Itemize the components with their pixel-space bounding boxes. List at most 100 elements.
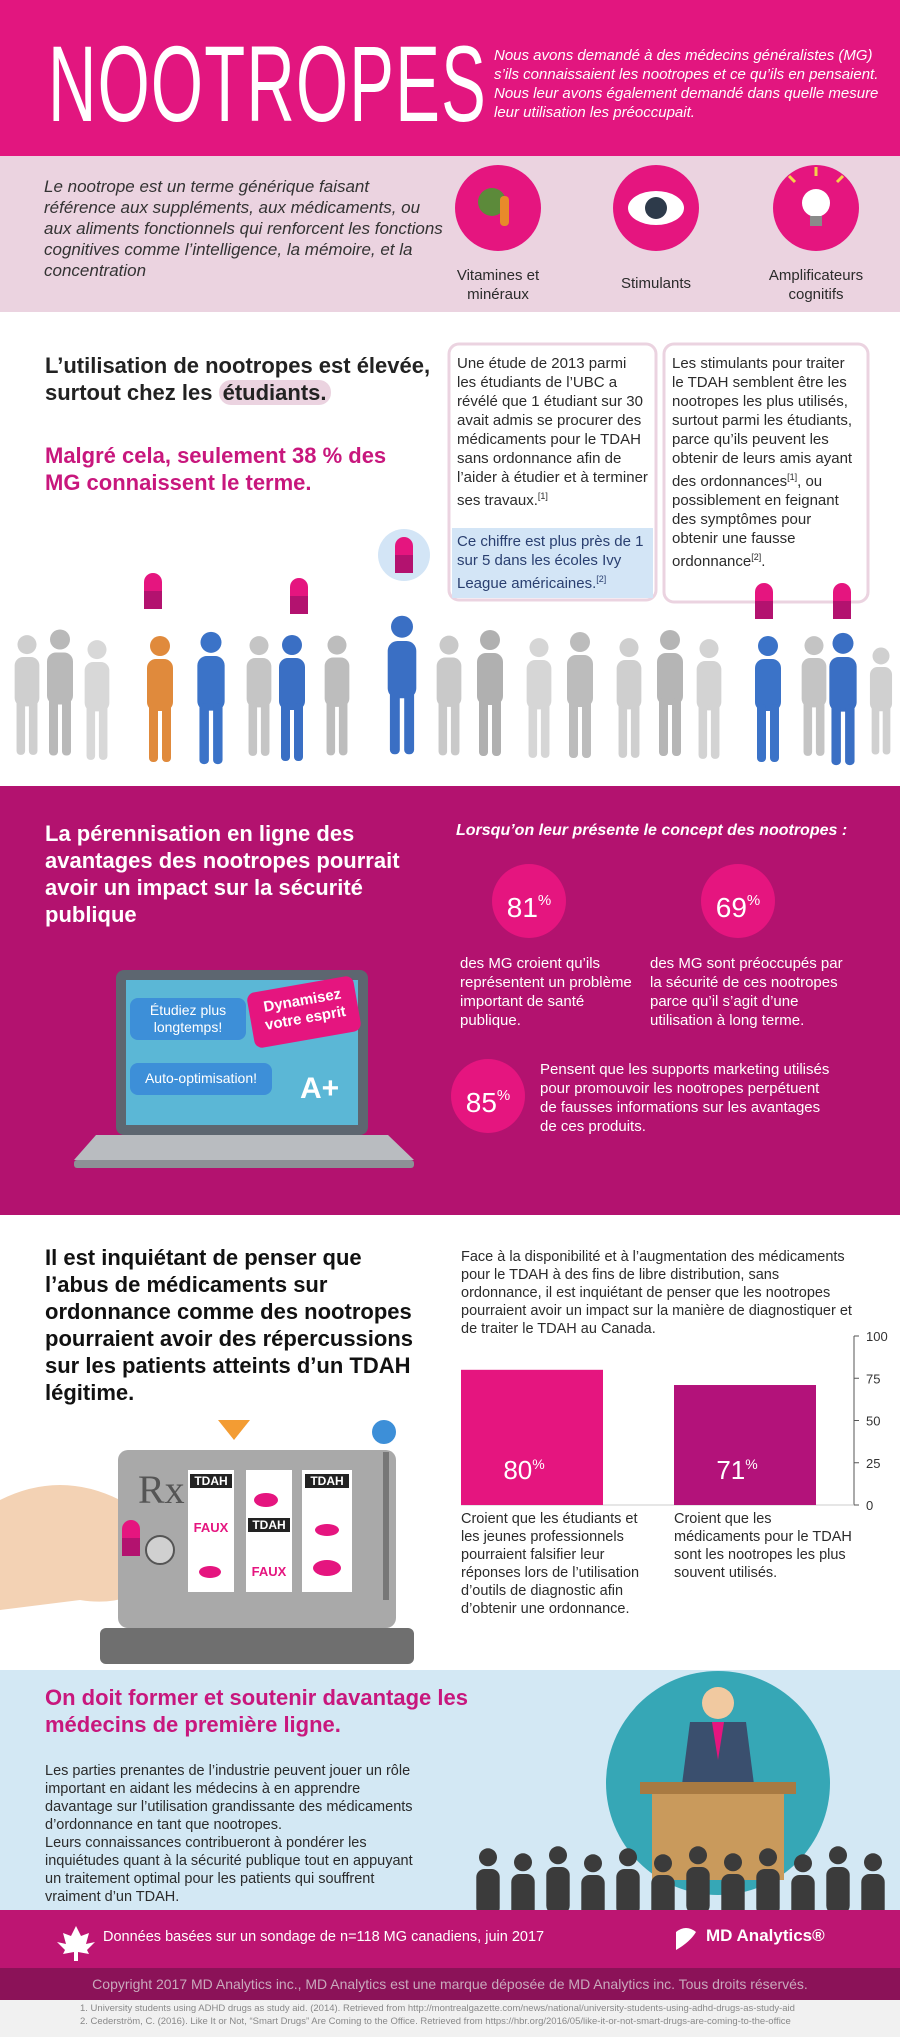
reel-label: FAUX xyxy=(193,1520,229,1535)
person xyxy=(829,632,857,766)
machine-top xyxy=(218,1420,250,1440)
reel-label: FAUX xyxy=(251,1564,287,1579)
bar-value-unit: % xyxy=(532,1456,544,1472)
audience-member xyxy=(546,1846,570,1910)
usage-subheading: Malgré cela, seulement 38 % des MG conna… xyxy=(45,443,387,495)
stat-text: des MG croient qu’ils représentent un pr… xyxy=(460,955,632,1029)
training-paragraph: Leurs connaissances contribueront à pond… xyxy=(45,1835,413,1905)
icon-carrot xyxy=(500,196,509,226)
abuse-heading: Il est inquiétant de penser que l’abus d… xyxy=(45,1245,414,1405)
rx-symbol: Rx xyxy=(138,1467,185,1512)
reference: 2. Cederström, C. (2016). Like It or Not… xyxy=(80,2016,791,2027)
bubble-text: Auto-optimisation! xyxy=(144,1070,258,1086)
reel-label: TDAH xyxy=(305,1474,349,1488)
maple-leaf xyxy=(57,1926,95,1961)
person xyxy=(567,632,593,758)
reel-pill xyxy=(313,1560,341,1576)
ivy-text: Ce chiffre est plus près de 1 sur 5 dans… xyxy=(457,532,649,593)
bar-category: Croient que les étudiants et les jeunes … xyxy=(461,1511,640,1617)
definition-band xyxy=(0,156,900,312)
speaker-tie xyxy=(712,1722,724,1760)
brand: MD Analytics® xyxy=(706,1926,825,1945)
bar-value-unit: % xyxy=(745,1456,757,1472)
y-tick-label: 100 xyxy=(866,1329,888,1344)
speaker-head xyxy=(702,1687,734,1719)
audience-member xyxy=(861,1853,885,1910)
bar-value: 71% xyxy=(716,1455,757,1485)
speaker-suit xyxy=(680,1722,756,1800)
online-heading: La pérennisation en ligne des avantages … xyxy=(45,821,400,927)
icon-bulb-base xyxy=(810,216,822,226)
reference: 1. University students using ADHD drugs … xyxy=(80,2003,795,2014)
person xyxy=(279,635,305,761)
bar xyxy=(674,1385,816,1505)
ivy-highlight xyxy=(452,528,653,598)
training-paragraph: Les parties prenantes de l’industrie peu… xyxy=(45,1763,413,1833)
stat-unit: % xyxy=(496,1087,511,1104)
training-heading: On doit former et soutenir davantage les… xyxy=(45,1685,468,1737)
reference-mark: [1] xyxy=(787,472,798,482)
main-title: NOOTROPES xyxy=(48,23,488,144)
stat-text: Pensent que les supports marketing utili… xyxy=(540,1061,830,1135)
stimulants-text: Les stimulants pour traiter le TDAH semb… xyxy=(672,354,860,571)
survey-note: Données basées sur un sondage de n=118 M… xyxy=(103,1929,545,1945)
copyright-band xyxy=(0,1968,900,2000)
intro: Nous avons demandé à des médecins généra… xyxy=(494,47,879,121)
person xyxy=(869,647,893,755)
online-intro: Lorsqu’on leur présente le concept des n… xyxy=(456,822,848,839)
heading-text: L’utilisation de nootropes est élevée, s… xyxy=(45,353,431,405)
bar-value-number: 80 xyxy=(503,1455,532,1485)
heading-highlight: étudiants. xyxy=(218,380,331,405)
person xyxy=(197,631,225,765)
bubble-bg xyxy=(130,1063,272,1095)
machine-base xyxy=(100,1628,414,1664)
speaker-scene xyxy=(476,1671,885,1910)
person xyxy=(147,636,173,762)
pill xyxy=(122,1520,140,1556)
reel-pill xyxy=(254,1493,278,1507)
reel-pill xyxy=(199,1566,221,1578)
person xyxy=(526,638,552,758)
audience-member xyxy=(616,1848,640,1910)
person xyxy=(436,635,462,756)
crowd xyxy=(14,615,893,766)
person xyxy=(696,639,722,759)
definition-text: Le nootrope est un terme générique faisa… xyxy=(44,177,443,280)
stat-text: des MG sont préoccupés par la sécurité d… xyxy=(650,955,843,1029)
reference-mark: [1] xyxy=(537,491,548,501)
person xyxy=(616,638,642,758)
stat-value: 85 xyxy=(465,1087,497,1118)
references-band xyxy=(0,2000,900,2037)
pill xyxy=(290,578,308,614)
usage-heading: L’utilisation de nootropes est élevée, s… xyxy=(45,352,445,406)
coin-slot xyxy=(145,1535,175,1565)
person xyxy=(324,635,350,756)
header-band xyxy=(0,0,900,156)
stat-circle: 81% xyxy=(492,864,566,938)
icon-label: Vitamines et minéraux xyxy=(456,267,540,303)
stat-circle: 69% xyxy=(701,864,775,938)
podium xyxy=(652,1790,784,1880)
study-text: Une étude de 2013 parmi les étudiants de… xyxy=(457,354,649,510)
reference-mark: [2] xyxy=(596,574,607,584)
reel-pill xyxy=(315,1524,339,1536)
reel-label: TDAH xyxy=(190,1474,232,1488)
audience-member xyxy=(511,1853,535,1910)
text-part: Une étude de 2013 parmi les étudiants de… xyxy=(457,355,648,509)
bar-value-number: 71 xyxy=(716,1455,745,1485)
y-tick-label: 25 xyxy=(866,1456,880,1471)
icon-bulb xyxy=(802,189,830,217)
stat-value: 81 xyxy=(506,892,538,923)
pill xyxy=(395,537,413,573)
person xyxy=(477,630,503,756)
bubble-bg xyxy=(130,998,246,1040)
bubble-bg xyxy=(247,976,361,1048)
footer-band xyxy=(0,1910,900,1968)
person xyxy=(755,636,781,762)
grade: A+ xyxy=(300,1072,340,1105)
y-tick-label: 0 xyxy=(866,1498,873,1510)
handle-ball xyxy=(372,1420,396,1444)
reference-mark: [2] xyxy=(751,552,762,562)
text-part: Les stimulants pour traiter le TDAH semb… xyxy=(672,355,853,490)
